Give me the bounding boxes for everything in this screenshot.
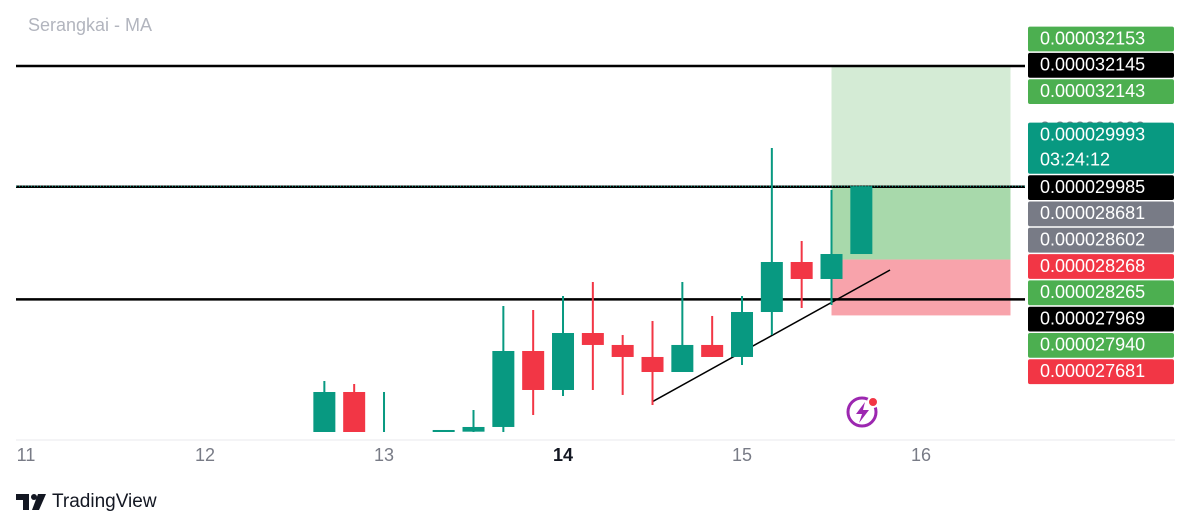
stop-zone xyxy=(831,259,1011,316)
alert-icon[interactable] xyxy=(846,396,879,428)
price-label-box xyxy=(1028,175,1174,200)
candle-body xyxy=(611,344,634,357)
price-label: 0.000028265 xyxy=(1040,282,1145,302)
candle-body xyxy=(731,312,754,357)
price-label: 0.000029993 xyxy=(1040,124,1145,144)
candle-body xyxy=(581,333,604,345)
price-label-box xyxy=(1028,122,1174,174)
x-tick-label: 11 xyxy=(17,445,36,465)
x-tick-label: 12 xyxy=(195,445,215,465)
candle-body xyxy=(790,262,813,279)
price-label: 0.000027969 xyxy=(1040,308,1145,328)
price-label: 0.000027940 xyxy=(1040,335,1145,355)
candle-body xyxy=(701,344,724,357)
price-label-box xyxy=(1028,52,1174,78)
candle-body xyxy=(432,429,455,432)
price-label-box xyxy=(1028,359,1174,385)
candle-body xyxy=(552,333,575,390)
price-label-box xyxy=(1028,306,1174,332)
price-label-box xyxy=(1028,254,1174,279)
price-label: 0.000028268 xyxy=(1040,256,1145,276)
price-label-box xyxy=(1028,280,1174,306)
price-label: 0.000028602 xyxy=(1040,230,1145,250)
price-label-box xyxy=(1028,201,1174,227)
x-tick-label: 14 xyxy=(553,445,573,465)
price-label-box xyxy=(1028,227,1174,253)
price-label: 0.000027681 xyxy=(1040,361,1145,381)
chart-title: Serangkai - MA xyxy=(28,15,152,35)
countdown: 03:24:12 xyxy=(1040,150,1110,170)
candle-body xyxy=(343,392,366,432)
price-label: 0.000029985 xyxy=(1040,177,1145,197)
candle-body xyxy=(850,186,873,255)
plot-area xyxy=(16,64,1025,432)
trend-line xyxy=(651,269,891,403)
price-label: 0.000032153 xyxy=(1040,28,1145,48)
overlay: 1112131415160.0000310000.0000321530.0000… xyxy=(17,26,1174,465)
logo-text: TradingView xyxy=(52,491,157,512)
candle-body xyxy=(492,350,515,427)
price-label: 0.000032143 xyxy=(1040,81,1145,101)
price-label-box xyxy=(1028,332,1174,358)
x-tick-label: 16 xyxy=(911,445,931,465)
candle-body xyxy=(671,344,694,373)
x-tick-label: 13 xyxy=(374,445,394,465)
candle-body xyxy=(760,262,783,313)
price-label-box xyxy=(1028,26,1174,52)
candle-body xyxy=(313,392,336,432)
candle-body xyxy=(462,426,485,432)
candle-body xyxy=(820,254,843,279)
candle-body xyxy=(641,356,664,373)
candle-body xyxy=(522,350,545,390)
price-label: 0.000032145 xyxy=(1040,55,1145,75)
price-label-box xyxy=(1028,79,1174,105)
price-label: 0.000028681 xyxy=(1040,203,1145,223)
logo[interactable]: TradingView xyxy=(16,491,157,512)
x-tick-label: 15 xyxy=(732,445,752,465)
